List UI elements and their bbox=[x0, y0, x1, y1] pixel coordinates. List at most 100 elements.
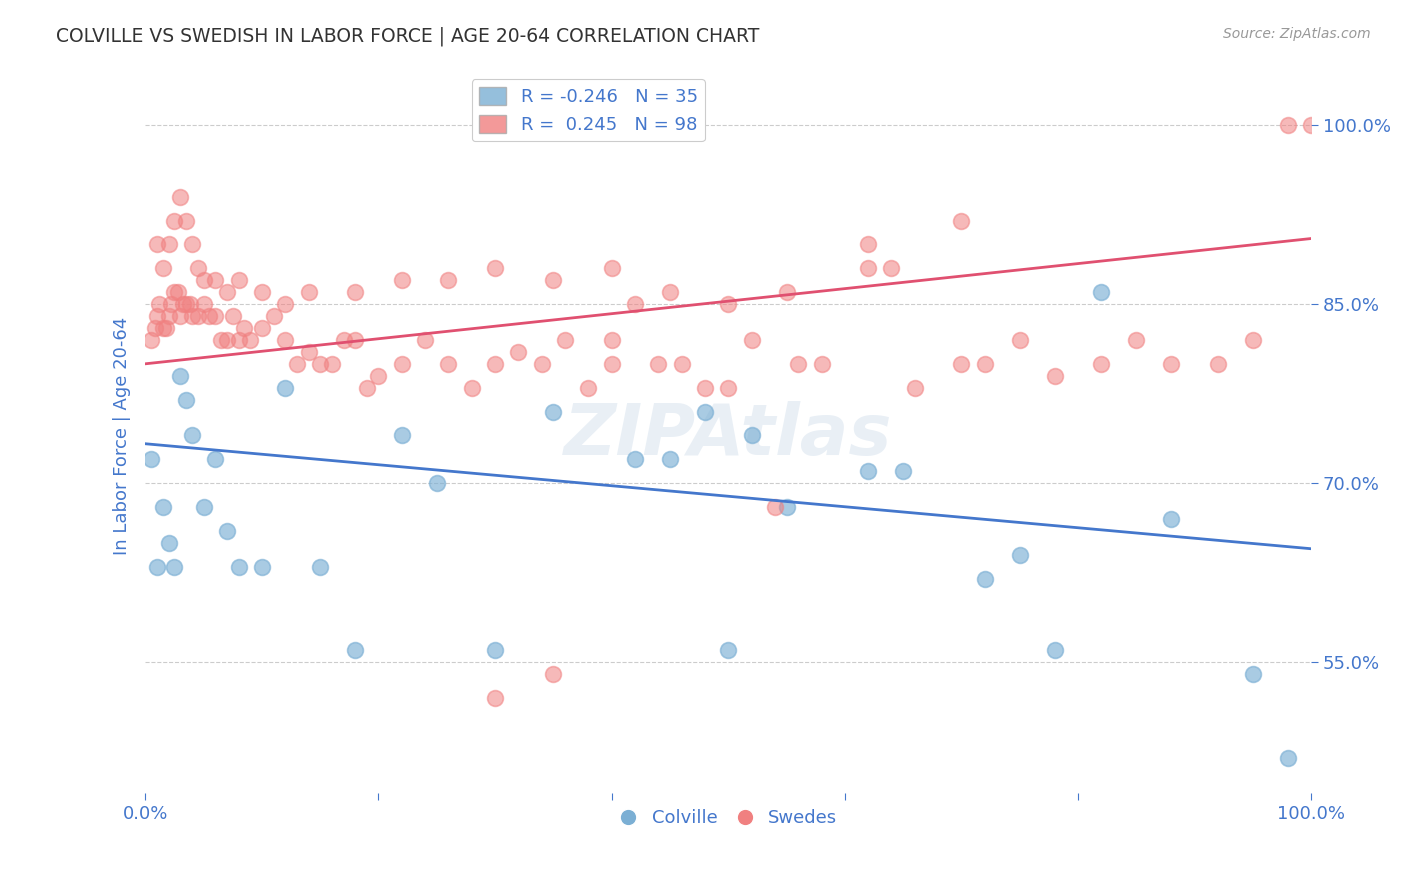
Point bbox=[169, 368, 191, 383]
Point bbox=[181, 309, 204, 323]
Point bbox=[1277, 118, 1299, 132]
Point bbox=[239, 333, 262, 347]
Point bbox=[658, 285, 681, 300]
Point bbox=[169, 309, 191, 323]
Point bbox=[717, 381, 740, 395]
Point bbox=[1043, 643, 1066, 657]
Point bbox=[1241, 333, 1264, 347]
Point bbox=[658, 452, 681, 467]
Point bbox=[169, 190, 191, 204]
Point bbox=[274, 381, 297, 395]
Point bbox=[1090, 285, 1112, 300]
Point bbox=[297, 285, 319, 300]
Point bbox=[576, 381, 599, 395]
Text: ZIPAtlas: ZIPAtlas bbox=[564, 401, 893, 470]
Point bbox=[233, 321, 256, 335]
Point bbox=[139, 333, 162, 347]
Point bbox=[1301, 118, 1323, 132]
Point bbox=[228, 559, 250, 574]
Point bbox=[484, 643, 506, 657]
Point bbox=[775, 285, 797, 300]
Point bbox=[717, 297, 740, 311]
Point bbox=[250, 321, 273, 335]
Point bbox=[228, 273, 250, 287]
Point bbox=[274, 333, 297, 347]
Point bbox=[179, 297, 201, 311]
Point bbox=[172, 297, 194, 311]
Point bbox=[356, 381, 378, 395]
Point bbox=[344, 285, 367, 300]
Point bbox=[856, 237, 879, 252]
Point bbox=[174, 392, 197, 407]
Point bbox=[437, 273, 460, 287]
Point bbox=[543, 404, 565, 418]
Point bbox=[222, 309, 245, 323]
Point bbox=[600, 357, 623, 371]
Point bbox=[1125, 333, 1147, 347]
Point bbox=[741, 333, 763, 347]
Point bbox=[167, 285, 190, 300]
Text: Source: ZipAtlas.com: Source: ZipAtlas.com bbox=[1223, 27, 1371, 41]
Point bbox=[146, 237, 169, 252]
Point bbox=[163, 285, 186, 300]
Point bbox=[344, 333, 367, 347]
Point bbox=[297, 344, 319, 359]
Point bbox=[856, 261, 879, 276]
Point bbox=[139, 452, 162, 467]
Point bbox=[891, 464, 914, 478]
Point bbox=[204, 273, 226, 287]
Point bbox=[437, 357, 460, 371]
Point bbox=[187, 261, 209, 276]
Point bbox=[856, 464, 879, 478]
Point bbox=[624, 452, 647, 467]
Point bbox=[157, 309, 180, 323]
Point bbox=[775, 500, 797, 514]
Point bbox=[391, 428, 413, 442]
Point bbox=[763, 500, 786, 514]
Point bbox=[250, 559, 273, 574]
Point bbox=[181, 237, 204, 252]
Point bbox=[160, 297, 183, 311]
Point bbox=[973, 357, 995, 371]
Point bbox=[332, 333, 354, 347]
Point bbox=[193, 273, 215, 287]
Point bbox=[263, 309, 285, 323]
Point bbox=[693, 404, 716, 418]
Point bbox=[143, 321, 166, 335]
Point bbox=[1241, 667, 1264, 681]
Point bbox=[174, 297, 197, 311]
Point bbox=[285, 357, 308, 371]
Point bbox=[484, 261, 506, 276]
Point bbox=[461, 381, 484, 395]
Point bbox=[1090, 357, 1112, 371]
Point bbox=[1206, 357, 1229, 371]
Point bbox=[174, 213, 197, 227]
Point bbox=[647, 357, 669, 371]
Point bbox=[155, 321, 177, 335]
Point bbox=[413, 333, 436, 347]
Point bbox=[193, 297, 215, 311]
Point bbox=[530, 357, 553, 371]
Point bbox=[543, 667, 565, 681]
Point bbox=[880, 261, 903, 276]
Point bbox=[904, 381, 927, 395]
Point bbox=[810, 357, 832, 371]
Point bbox=[321, 357, 343, 371]
Point bbox=[163, 559, 186, 574]
Point bbox=[193, 500, 215, 514]
Point bbox=[391, 357, 413, 371]
Point bbox=[198, 309, 221, 323]
Point bbox=[146, 309, 169, 323]
Point bbox=[741, 428, 763, 442]
Point bbox=[543, 273, 565, 287]
Point bbox=[1043, 368, 1066, 383]
Point bbox=[163, 213, 186, 227]
Point bbox=[484, 690, 506, 705]
Point bbox=[1277, 750, 1299, 764]
Point bbox=[152, 261, 174, 276]
Point bbox=[1008, 333, 1031, 347]
Point bbox=[671, 357, 693, 371]
Point bbox=[624, 297, 647, 311]
Point bbox=[204, 452, 226, 467]
Point bbox=[973, 572, 995, 586]
